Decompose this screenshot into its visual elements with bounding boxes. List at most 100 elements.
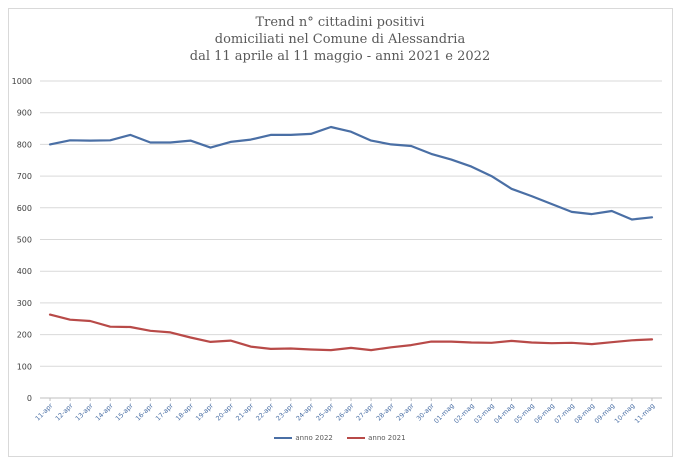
x-tick-label: 19-apr — [194, 402, 215, 423]
data-point — [631, 339, 633, 341]
x-tick-label: 29-apr — [395, 402, 416, 423]
data-point — [530, 195, 533, 197]
data-point — [350, 347, 352, 349]
data-point — [129, 134, 131, 136]
chart-title-line-2: domiciliati nel Comune di Alessandria — [214, 32, 466, 47]
chart-legend: anno 2022 anno 2021 — [0, 434, 680, 442]
x-tick-label: 11-mag — [633, 402, 656, 425]
x-tick-label: 04-mag — [493, 402, 516, 425]
data-point — [149, 141, 151, 144]
data-point — [310, 133, 312, 135]
x-tick-label: 05-mag — [513, 402, 536, 425]
data-point — [230, 340, 232, 342]
data-point — [250, 346, 252, 348]
data-point — [430, 153, 432, 155]
data-point — [631, 218, 633, 221]
data-point — [209, 146, 212, 149]
data-point — [530, 341, 533, 344]
data-point — [591, 343, 593, 345]
x-tick-label: 15-apr — [114, 402, 135, 423]
x-tick-label: 27-apr — [355, 402, 376, 423]
data-point — [470, 165, 472, 168]
chart-frame — [8, 8, 673, 457]
data-point — [49, 314, 51, 316]
data-point — [490, 175, 493, 177]
data-point — [189, 139, 192, 142]
y-tick-label: 200 — [17, 331, 32, 340]
x-tick-label: 10-mag — [613, 402, 636, 425]
y-tick-label: 800 — [17, 140, 32, 149]
data-point — [169, 141, 172, 144]
data-point — [651, 338, 653, 340]
x-tick-label: 23-apr — [274, 402, 295, 423]
x-tick-label: 11-apr — [34, 402, 55, 423]
data-point — [250, 139, 252, 141]
data-point — [290, 347, 292, 350]
x-tick-label: 02-mag — [452, 402, 475, 425]
data-point — [611, 210, 613, 212]
data-point — [109, 326, 111, 328]
x-tick-label: 14-apr — [94, 402, 115, 423]
x-tick-label: 03-mag — [472, 402, 495, 425]
data-point — [270, 348, 272, 350]
x-tick-label: 06-mag — [533, 402, 556, 425]
x-tick-label: 26-apr — [335, 402, 356, 423]
data-point — [330, 349, 332, 351]
data-point — [169, 331, 172, 333]
data-point — [591, 213, 593, 215]
data-point — [370, 139, 372, 142]
y-tick-label: 300 — [17, 299, 32, 308]
x-tick-label: 13-apr — [74, 402, 95, 423]
data-point — [209, 341, 212, 343]
x-tick-label: 01-mag — [432, 402, 455, 425]
data-point — [310, 348, 312, 351]
data-point — [69, 319, 71, 321]
data-point — [270, 134, 272, 136]
data-point — [89, 139, 91, 142]
data-point — [390, 143, 392, 145]
series-line-2022 — [48, 125, 654, 221]
data-point — [571, 211, 573, 213]
data-point — [470, 341, 472, 344]
x-tick-label: 28-apr — [375, 402, 396, 423]
x-tick-label: 18-apr — [174, 402, 195, 423]
x-tick-label: 08-mag — [573, 402, 596, 425]
data-point — [651, 216, 653, 218]
data-point — [149, 330, 151, 332]
data-point — [410, 344, 412, 346]
x-tick-label: 17-apr — [154, 402, 175, 423]
y-tick-label: 600 — [17, 204, 32, 213]
data-point — [109, 139, 111, 141]
data-point — [450, 340, 452, 343]
legend-swatch-2022 — [274, 437, 293, 439]
data-point — [69, 139, 71, 141]
legend-label-2021: anno 2021 — [368, 434, 406, 442]
x-tick-label: 16-apr — [134, 402, 155, 423]
data-point — [430, 340, 432, 343]
x-tick-label: 09-mag — [593, 402, 616, 425]
x-tick-label: 20-apr — [214, 402, 235, 423]
data-point — [330, 126, 332, 128]
data-point — [49, 143, 51, 145]
x-tick-label: 07-mag — [553, 402, 576, 425]
x-tick-label: 24-apr — [294, 402, 315, 423]
series-line-2021 — [48, 313, 654, 352]
legend-swatch-2021 — [347, 437, 366, 439]
legend-item-2021: anno 2021 — [347, 434, 406, 442]
y-tick-label: 500 — [17, 236, 32, 245]
data-point — [510, 188, 513, 190]
data-point — [290, 134, 292, 136]
y-tick-label: 900 — [17, 109, 32, 118]
data-point — [390, 346, 392, 348]
data-point — [189, 336, 192, 339]
data-point — [551, 342, 553, 344]
x-tick-label: 21-apr — [234, 402, 255, 423]
y-tick-label: 0 — [27, 394, 32, 403]
x-tick-label: 25-apr — [315, 402, 336, 423]
data-point — [490, 342, 493, 344]
legend-label-2022: anno 2022 — [295, 434, 333, 442]
data-point — [370, 349, 372, 351]
x-tick-label: 12-apr — [54, 402, 75, 423]
data-point — [230, 141, 232, 143]
